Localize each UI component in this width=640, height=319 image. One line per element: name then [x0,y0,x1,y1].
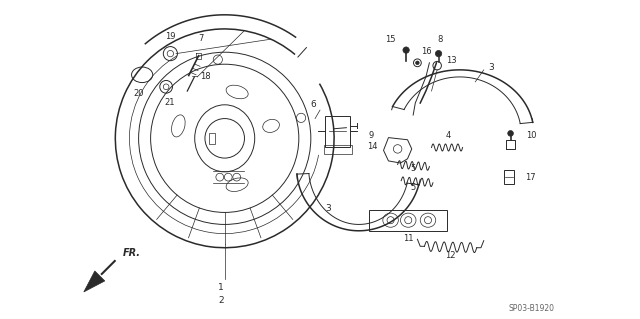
Text: 2: 2 [218,296,224,305]
Text: 4: 4 [446,131,451,140]
Text: 9: 9 [368,130,374,140]
Text: 18: 18 [200,72,211,81]
Text: 7: 7 [199,34,204,43]
Text: 11: 11 [403,234,413,243]
Text: 3: 3 [326,204,332,213]
Bar [369,210,447,232]
Circle shape [435,50,442,57]
Text: 8: 8 [437,35,443,44]
Text: 13: 13 [445,56,456,65]
Text: 15: 15 [385,35,396,44]
Bar [325,116,350,147]
Bar [209,133,215,144]
Text: 14: 14 [367,142,378,151]
Text: SP03-B1920: SP03-B1920 [508,304,554,313]
Text: 16: 16 [421,47,431,56]
Text: 19: 19 [165,32,175,41]
Bar [504,170,514,184]
Text: 3: 3 [488,63,493,72]
Text: 21: 21 [164,98,175,107]
Text: 5: 5 [410,183,416,192]
Text: 17: 17 [525,173,535,182]
Text: 20: 20 [133,89,144,98]
Polygon shape [84,271,105,292]
Text: 12: 12 [445,251,456,260]
Text: 1: 1 [218,283,224,292]
Circle shape [403,47,410,53]
Text: 5: 5 [410,165,416,174]
Text: FR.: FR. [123,249,141,258]
Circle shape [415,61,419,64]
Circle shape [508,130,513,136]
Text: 10: 10 [526,130,536,140]
Text: 6: 6 [310,100,316,108]
Bar [324,145,352,154]
